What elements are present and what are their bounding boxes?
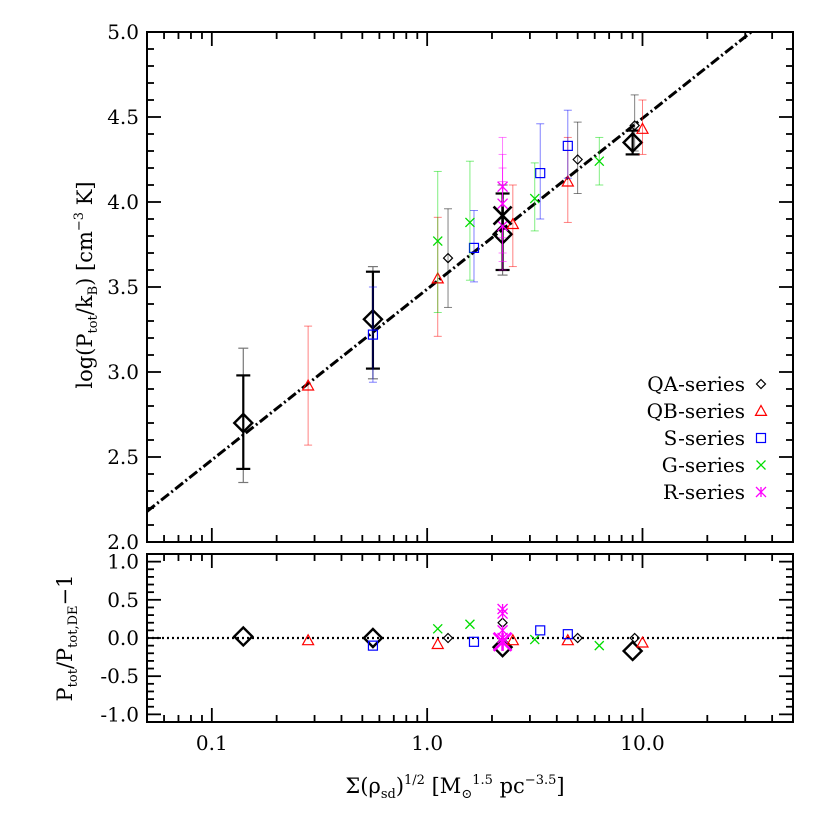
s-series-point	[562, 629, 573, 640]
qb-series-point	[561, 633, 575, 646]
x-tick-label: 0.1	[196, 731, 228, 755]
qa-series-large-point	[621, 640, 644, 662]
s-series-point	[562, 140, 573, 151]
top-y-tick-label: 2.0	[107, 530, 139, 554]
bottom-panel: -1.0 -0.5 0.0 0.5 1.0 0.1 1.0 10.0	[100, 550, 794, 755]
legend-marker-g-series	[756, 460, 766, 470]
top-axes-frame	[146, 31, 794, 543]
bottom-y-tick-label: 0.5	[107, 588, 139, 612]
qb-series-point	[635, 635, 650, 648]
top-panel: 2.0 2.5 3.0 3.5 4.0 4.5 5.0 QA-series QB-series S…	[107, 20, 794, 554]
legend-label-r-series: R-series	[663, 480, 745, 504]
g-series-point	[529, 193, 540, 204]
top-y-tick-label: 4.0	[107, 190, 139, 214]
g-series-point	[464, 217, 475, 228]
bottom-y-tick-label: 1.0	[107, 550, 139, 574]
r-series-large-point	[492, 205, 513, 226]
g-series-point	[432, 236, 443, 247]
top-plot-area	[147, 32, 753, 513]
x-axis-title: Σ(ρsd)1/2 [M⊙1.5 pc−3.5]	[345, 773, 564, 802]
legend-label-qa-series: QA-series	[647, 372, 745, 396]
fit-line	[147, 32, 753, 513]
legend-marker-r-series	[755, 486, 767, 498]
top-y-axis-title: log(Ptot/kB) [cm−3 K]	[72, 181, 101, 388]
bottom-y-tick-label: 0.0	[107, 626, 139, 650]
r-series-point	[497, 603, 509, 615]
qa-series-large-point	[362, 627, 384, 649]
r-series-point	[497, 181, 509, 193]
x-tick-label: 1.0	[411, 731, 443, 755]
qa-series-point	[442, 632, 454, 644]
qb-series-point	[431, 637, 445, 650]
qa-series-large-point	[232, 412, 254, 434]
qa-series-point	[442, 252, 454, 264]
bottom-y-tick-label: -1.0	[100, 702, 139, 726]
g-series-point	[529, 634, 540, 645]
qb-series-point	[506, 633, 520, 646]
top-y-tick-label: 5.0	[107, 20, 139, 44]
s-series-point	[535, 625, 546, 636]
qb-series-point	[635, 122, 650, 134]
legend-marker-s-series	[755, 432, 767, 444]
x-tick-label: 10.0	[620, 731, 665, 755]
legend-label-g-series: G-series	[662, 453, 745, 477]
g-series-point	[594, 156, 605, 167]
qa-series-point	[572, 154, 584, 165]
top-y-tick-label: 3.5	[107, 275, 139, 299]
s-series-point	[367, 329, 379, 340]
s-series-point	[468, 636, 480, 647]
top-y-tick-label: 2.5	[107, 445, 139, 469]
qb-series-point	[561, 174, 575, 187]
bottom-plot-area	[147, 603, 793, 662]
legend-marker-qb-series	[754, 404, 768, 416]
qb-series-point	[301, 633, 315, 646]
bottom-axes-frame	[146, 553, 794, 723]
r-series-large-point	[492, 631, 513, 652]
qb-series-point	[301, 378, 315, 391]
g-series-point	[432, 623, 443, 634]
bottom-y-axis-title: Ptot/Ptot,DE−1	[53, 575, 81, 702]
legend-label-s-series: S-series	[664, 426, 745, 450]
top-y-tick-label: 4.5	[107, 105, 139, 129]
g-series-point	[594, 640, 605, 651]
qa-series-large-point	[621, 131, 644, 154]
s-series-point	[535, 168, 546, 179]
qa-series-large-point	[232, 625, 254, 648]
top-y-tick-label: 3.0	[107, 360, 139, 384]
g-series-point	[464, 619, 475, 630]
legend-label-qb-series: QB-series	[647, 399, 745, 423]
s-series-point	[367, 640, 379, 651]
qa-series-point	[572, 632, 584, 644]
legend-marker-qa-series	[755, 378, 767, 390]
bottom-y-tick-label: -0.5	[100, 664, 139, 688]
